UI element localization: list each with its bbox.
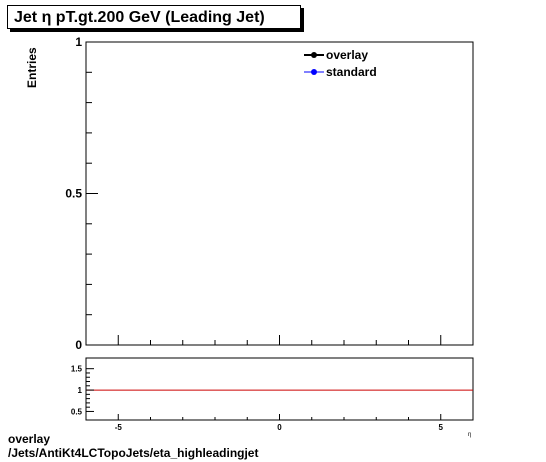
legend-overlay-label: overlay — [326, 48, 368, 62]
ratio-x-tick-label: -5 — [115, 423, 123, 432]
ratio-x-ticks: -5 0 5 — [85, 414, 474, 432]
legend-standard-marker — [311, 69, 317, 75]
ratio-y-ticks: 0.5 1 1.5 — [71, 365, 94, 416]
ratio-y-tick-label: 0.5 — [71, 407, 83, 416]
legend-overlay-marker — [311, 52, 317, 58]
ratio-x-tick-label: 0 — [277, 423, 282, 432]
ratio-plot-frame — [85, 357, 474, 421]
chart-title: Jet η pT.gt.200 GeV (Leading Jet) — [7, 5, 301, 29]
legend-standard-label: standard — [326, 65, 377, 79]
main-x-ticks — [85, 335, 474, 345]
ratio-axis-end-label: η — [468, 432, 471, 438]
footer-path: /Jets/AntiKt4LCTopoJets/eta_highleadingj… — [8, 446, 259, 460]
ratio-x-tick-label: 5 — [439, 423, 444, 432]
footer-label: overlay — [8, 432, 51, 446]
main-y-tick-label: 0 — [75, 338, 82, 352]
main-y-tick-label: 0.5 — [65, 187, 82, 201]
legend: overlay standard — [304, 48, 377, 79]
ratio-y-tick-label: 1 — [78, 386, 83, 395]
main-y-ticks: 00.51 — [65, 35, 98, 352]
main-plot-frame — [85, 41, 474, 346]
ratio-y-tick-label: 1.5 — [71, 365, 83, 374]
main-y-tick-label: 1 — [75, 35, 82, 49]
